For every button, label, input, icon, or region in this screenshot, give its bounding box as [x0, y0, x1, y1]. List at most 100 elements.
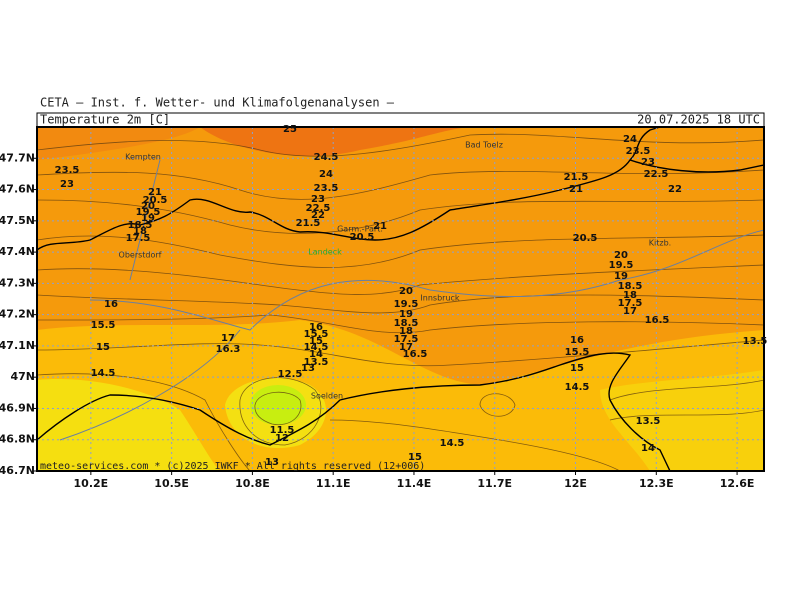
contour-label: 24: [319, 169, 333, 180]
grid: [37, 127, 764, 471]
institute: CETA – Inst. f. Wetter- und Klimafolgena…: [40, 96, 395, 110]
contour-label: 23: [60, 179, 74, 190]
contour-label: 21: [569, 184, 583, 195]
contour-label: 21: [373, 221, 387, 232]
contour-label: 13.5: [304, 357, 329, 368]
contour-label: 17: [399, 342, 413, 353]
contour-label: 23.5: [314, 183, 339, 194]
place-name: Bad Toelz: [465, 141, 503, 150]
valid-time: 20.07.2025 18 UTC: [637, 113, 760, 127]
contour-label: 24.5: [314, 152, 339, 163]
lat-tick-label: 47.3N: [0, 276, 35, 289]
contour-label: 20.5: [573, 233, 598, 244]
contour-label: 15: [96, 342, 110, 353]
place-name: Oberstdorf: [119, 251, 162, 260]
lon-tick-label: 10.5E: [154, 477, 189, 490]
map-frame: [36, 126, 765, 472]
contour-label: 14.5: [91, 368, 116, 379]
lat-tick-label: 47.5N: [0, 214, 35, 227]
contour-label: 20.5: [143, 195, 168, 206]
field-mild: [37, 320, 764, 471]
lon-tick-label: 11.7E: [477, 477, 512, 490]
contour-label: 12.5: [278, 369, 303, 380]
contour-label: 16: [570, 335, 584, 346]
contour-label: 19.5: [136, 207, 161, 218]
contour-label: 20: [399, 286, 413, 297]
lon-tick-label: 10.8E: [235, 477, 270, 490]
place-name: Kitzb.: [649, 239, 671, 248]
contour-label: 14: [309, 349, 323, 360]
contour-label: 25: [283, 124, 297, 135]
contour-label: 13: [301, 363, 315, 374]
contour-label: 18.5: [618, 281, 643, 292]
copyright: meteo-services.com * (c)2025 IWKF * All …: [40, 461, 425, 472]
contour-label: 14: [641, 443, 655, 454]
contour-label: 21.5: [564, 172, 589, 183]
contour-label: 16.3: [216, 344, 241, 355]
isotherms: [37, 133, 764, 471]
lat-tick-label: 47.4N: [0, 245, 35, 258]
lat-tick-label: 47.6N: [0, 183, 35, 196]
place-name: Landeck: [308, 248, 342, 257]
contour-label: 17: [221, 333, 235, 344]
contour-label: 15.5: [304, 329, 329, 340]
lon-tick-label: 11.4E: [397, 477, 432, 490]
place-name: Soelden: [311, 392, 343, 401]
contour-label: 23: [311, 194, 325, 205]
field-warm: [200, 127, 470, 157]
contour-label: 19: [399, 309, 413, 320]
contour-label: 18.5: [128, 220, 153, 231]
contour-label: 20: [141, 201, 155, 212]
lat-tick-label: 47.1N: [0, 339, 35, 352]
contour-label: 20: [614, 250, 628, 261]
contour-label: 17.5: [126, 233, 151, 244]
map-area: [37, 127, 764, 471]
contour-label: 15: [570, 363, 584, 374]
rivers: [59, 159, 764, 441]
field-cool2: [600, 370, 764, 471]
lon-tick-label: 12.6E: [720, 477, 755, 490]
contour-label: 21.5: [296, 218, 321, 229]
lon-tick-label: 10.2E: [74, 477, 109, 490]
lat-tick-label: 46.8N: [0, 433, 35, 446]
contour-label: 18: [133, 226, 147, 237]
place-name: Garm.-Part.: [337, 225, 383, 234]
parameter: Temperature 2m [C]: [40, 113, 170, 127]
contour-label: 17: [623, 306, 637, 317]
contour-label: 13.5: [743, 336, 768, 347]
place-name: Innsbruck: [420, 294, 460, 303]
contour-label: 15: [309, 336, 323, 347]
contour-label: 22: [668, 184, 682, 195]
contour-label: 23.5: [55, 165, 80, 176]
place-name: Kempten: [125, 153, 161, 162]
contour-label: 19.5: [394, 299, 419, 310]
contour-label: 23.5: [626, 146, 651, 157]
contour-label: 16.5: [403, 349, 428, 360]
field-warm2: [37, 127, 200, 160]
borders: [37, 127, 764, 471]
contour-label: 16: [309, 322, 323, 333]
contour-label: 18: [623, 290, 637, 301]
contour-label: 13: [265, 457, 279, 468]
contour-label: 22.5: [306, 203, 331, 214]
lat-tick-label: 46.9N: [0, 401, 35, 414]
contour-label: 19: [614, 271, 628, 282]
contour-label: 24: [623, 134, 637, 145]
contour-label: 14.5: [440, 438, 465, 449]
lat-tick-label: 47.7N: [0, 151, 35, 164]
contour-label: 16.5: [645, 315, 670, 326]
contour-label: 18: [399, 326, 413, 337]
contour-label: 18.5: [394, 318, 419, 329]
contour-label: 19: [141, 213, 155, 224]
contour-label: 13.5: [636, 416, 661, 427]
contour-label: 12: [275, 433, 289, 444]
contour-label: 23: [641, 157, 655, 168]
contour-label: 11.5: [270, 425, 295, 436]
field-cold: [250, 385, 306, 425]
contour-label: 17.5: [618, 298, 643, 309]
lon-tick-label: 11.1E: [316, 477, 351, 490]
contour-label: 14.5: [304, 342, 329, 353]
field-cool: [37, 379, 220, 471]
contour-label: 17.5: [394, 334, 419, 345]
